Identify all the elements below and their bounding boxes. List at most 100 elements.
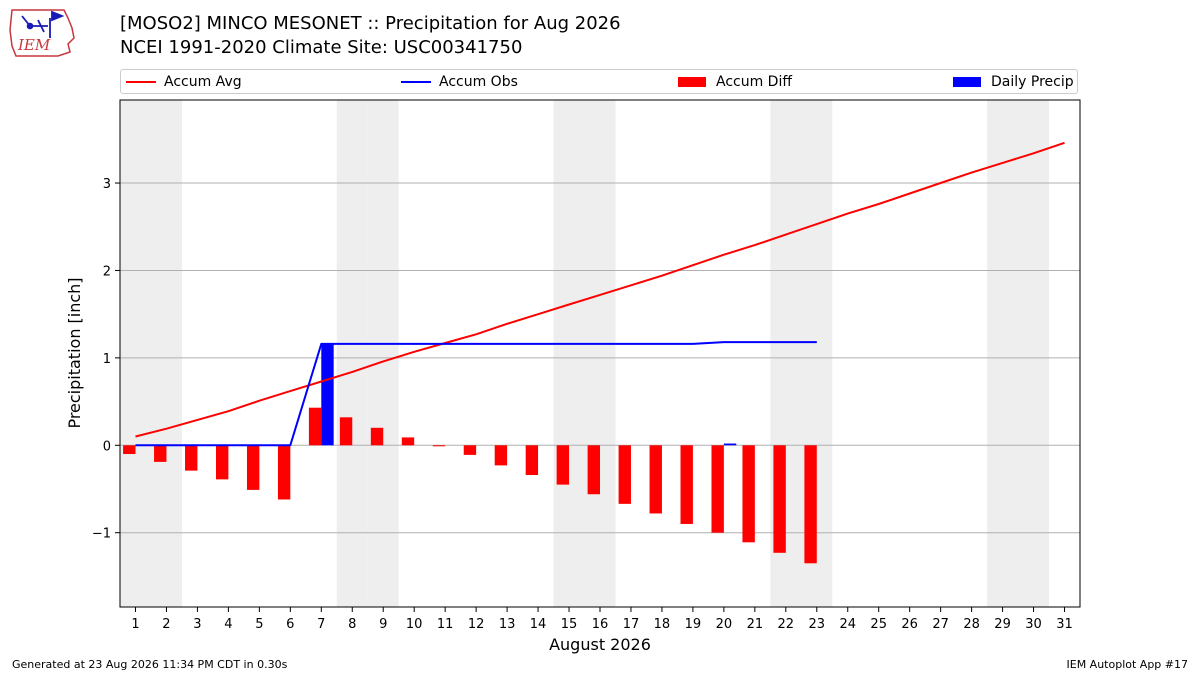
plot-frame [119,99,1081,608]
weekend-shade-day-15 [553,100,585,607]
y-tick-label-0: 0 [103,439,111,454]
y-tick-label-3: 3 [103,177,111,192]
daily-precip-bar-day-7 [321,343,334,446]
x-tick-label-7: 7 [317,617,325,632]
weekend-shade-day-29 [987,100,1019,607]
gridlines [120,182,1080,534]
accum-diff-bar-day-17 [618,445,631,504]
x-tick-label-27: 27 [932,617,949,632]
x-tick-label-12: 12 [468,617,485,632]
accum-diff-bar-day-15 [556,445,570,485]
accum-diff-bar-day-19 [680,445,693,524]
x-axis-label: August 2026 [549,635,651,654]
accum-diff-bar-day-11 [432,445,446,447]
legend: Accum Avg Accum Obs Accum Diff Daily Pre… [120,69,1078,94]
x-tick-label-19: 19 [685,617,702,632]
accum-diff-bar-day-22 [773,445,786,553]
accum-diff-bar-day-14 [525,445,539,476]
x-tick-label-2: 2 [162,617,170,632]
x-tick-label-8: 8 [348,617,356,632]
footer-generated: Generated at 23 Aug 2026 11:34 PM CDT in… [12,658,288,671]
legend-item-accum-diff: Accum Diff [678,73,792,91]
legend-item-accum-avg: Accum Avg [126,73,242,91]
x-tick-label-17: 17 [623,617,640,632]
accum-diff-bar-day-3 [185,445,198,471]
weekend-shade-day-9 [367,100,399,607]
accum-diff-bar-day-4 [216,445,229,480]
accum-diff-bar-day-21 [742,445,755,543]
chart-title: [MOSO2] MINCO MESONET :: Precipitation f… [120,13,621,34]
y-tick-label-1: 1 [103,352,111,367]
x-tick-label-16: 16 [592,617,609,632]
accum-obs-line [135,341,817,447]
x-tick-label-15: 15 [561,617,578,632]
x-tick-label-14: 14 [530,617,547,632]
x-tick-label-4: 4 [224,617,232,632]
x-tick-label-9: 9 [379,617,387,632]
accum-diff-bar-day-20 [711,445,724,533]
legend-swatch-accum-obs [401,81,431,83]
chart-subtitle: NCEI 1991-2020 Climate Site: USC00341750 [120,37,523,58]
x-tick-label-13: 13 [499,617,516,632]
legend-item-daily-precip: Daily Precip [953,73,1074,91]
weekend-shade-day-22 [770,100,802,607]
x-tick-label-24: 24 [839,617,856,632]
legend-swatch-daily-precip [953,77,981,87]
x-tick-label-30: 30 [1025,617,1042,632]
x-tick-label-22: 22 [778,617,795,632]
accum-diff-bar-day-6 [277,445,291,500]
legend-label-accum-diff: Accum Diff [716,74,793,90]
weekend-shade-day-16 [584,100,616,607]
weekend-shade-day-8 [336,100,368,607]
weekend-shading [120,100,1050,607]
accum-diff-bar-day-18 [649,445,662,514]
y-tick-label--1: −1 [92,527,111,542]
weekend-shade-day-2 [150,100,182,607]
x-tick-label-20: 20 [716,617,733,632]
x-tick-label-11: 11 [437,617,454,632]
accum-diff-bar-day-10 [401,437,415,446]
weekend-shade-day-30 [1018,100,1050,607]
x-tick-label-18: 18 [654,617,671,632]
footer-app: IEM Autoplot App #17 [1066,658,1189,671]
x-tick-label-28: 28 [963,617,980,632]
accum-diff-bar-day-12 [463,445,477,455]
x-tick-label-21: 21 [747,617,764,632]
legend-label-daily-precip: Daily Precip [991,74,1074,90]
accum-diff-bar-day-9 [370,427,384,446]
x-tick-label-10: 10 [406,617,423,632]
x-tick-label-26: 26 [901,617,918,632]
accum-diff-bar-day-1 [123,445,136,455]
x-tick-label-23: 23 [809,617,826,632]
accum-diff-bar-day-8 [339,417,353,446]
series-lines [135,141,1065,447]
y-tick-label-2: 2 [103,264,111,279]
bars [123,343,817,564]
accum-avg-line [135,141,1065,438]
x-tick-label-6: 6 [286,617,294,632]
y-axis-label: Precipitation [inch] [65,277,84,428]
logo-text: IEM [17,36,51,54]
x-tick-label-29: 29 [994,617,1011,632]
legend-label-accum-obs: Accum Obs [439,74,518,90]
accum-diff-bar-day-2 [154,445,167,462]
accum-diff-bar-day-7 [308,407,322,446]
legend-item-accum-obs: Accum Obs [401,73,518,91]
accum-diff-bar-day-13 [494,445,508,466]
weekend-shade-day-1 [120,100,151,607]
iem-logo: IEM [9,9,75,57]
x-tick-label-31: 31 [1056,617,1073,632]
accum-diff-bar-day-5 [246,445,260,490]
accum-diff-bar-day-23 [804,445,817,564]
legend-label-accum-avg: Accum Avg [164,74,242,90]
x-tick-label-1: 1 [131,617,139,632]
x-tick-label-3: 3 [193,617,201,632]
legend-swatch-accum-diff [678,77,706,87]
y-axis-ticks: −1 0 1 2 3 [92,177,120,542]
x-tick-label-25: 25 [870,617,887,632]
legend-swatch-accum-avg [126,81,156,83]
x-tick-label-5: 5 [255,617,263,632]
weekend-shade-day-23 [801,100,833,607]
x-axis-ticks: 1 2 3 4 5 6 7 8 9 10 11 12 13 14 15 16 17 18 19 20 21 22 23 24 2… [131,607,1073,632]
